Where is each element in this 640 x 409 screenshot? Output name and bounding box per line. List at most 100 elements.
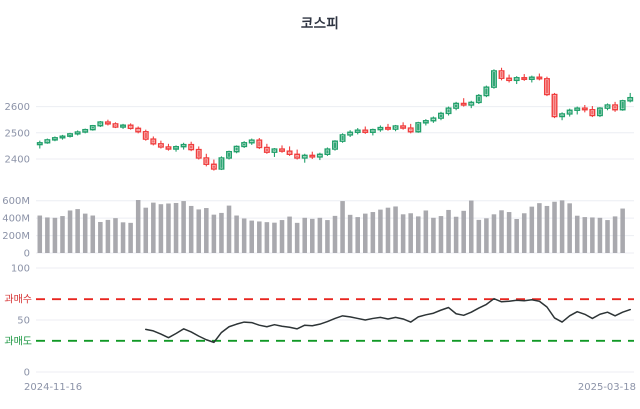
candle-body-fill (576, 109, 579, 110)
volume-bar (37, 215, 43, 253)
candle-body (36, 142, 43, 146)
volume-bar (181, 201, 186, 253)
candle-body (400, 125, 407, 129)
volume-bar (340, 201, 345, 253)
volume-bar (453, 216, 459, 253)
candlestick (619, 99, 626, 111)
candle-body-fill (326, 150, 329, 154)
candle-body-fill (394, 127, 397, 129)
volume-bar (151, 202, 156, 253)
volume-bar (241, 218, 247, 253)
candle-body-fill (485, 88, 488, 95)
volume-bar (75, 209, 80, 253)
candle-body-fill (53, 138, 57, 140)
candlestick (589, 106, 596, 118)
candlestick (347, 130, 354, 137)
candle-body-fill (106, 123, 110, 124)
candlestick (51, 136, 58, 142)
candle-body-fill (553, 95, 556, 116)
candlestick (574, 106, 581, 115)
candle-body-fill (220, 159, 223, 168)
candle-body-fill (500, 72, 503, 78)
candlestick (120, 123, 127, 129)
volume-bar (294, 222, 300, 253)
candlestick (195, 146, 202, 160)
volume-bar (211, 214, 217, 253)
rsi-tick-label: 0 (24, 368, 30, 379)
candlestick (362, 126, 369, 134)
volume-bar (302, 217, 307, 253)
candle-body (279, 148, 285, 152)
candle-body-fill (386, 128, 390, 130)
volume-bar (408, 213, 413, 253)
volume-bar (188, 205, 194, 253)
candle-body-fill (242, 143, 246, 146)
candle-body-fill (174, 147, 178, 149)
candle-body-fill (470, 103, 473, 104)
volume-bar (113, 218, 118, 253)
volume-bar (363, 213, 368, 253)
volume-bar (590, 217, 595, 253)
candlestick (559, 112, 566, 121)
candlestick (316, 152, 323, 161)
candlestick (581, 105, 588, 113)
candle-body-fill (182, 145, 185, 147)
candlestick (294, 149, 301, 160)
volume-bar (272, 222, 277, 253)
candle-body-fill (250, 141, 253, 142)
volume-bar (310, 218, 315, 253)
candle-body-fill (613, 106, 617, 109)
candle-body-fill (477, 96, 480, 102)
candle-body-fill (190, 145, 193, 149)
candlestick (309, 151, 316, 160)
candlestick (430, 116, 437, 123)
candle-body-fill (409, 129, 412, 131)
candle-body-fill (152, 140, 155, 143)
volume-bar (438, 216, 444, 253)
candle-body (180, 143, 187, 148)
candlestick (59, 134, 66, 140)
volume-bar (234, 215, 239, 253)
volume-bar (325, 220, 330, 253)
candle-body-fill (371, 130, 375, 132)
candle-body-fill (46, 140, 49, 142)
candle-body-fill (447, 109, 450, 113)
candle-body-fill (364, 131, 367, 132)
candlestick (369, 128, 376, 136)
volume-bar (612, 216, 618, 253)
candle-body-fill (144, 132, 147, 138)
volume-bar (128, 222, 133, 253)
price-tick-label: 2500 (5, 128, 30, 139)
candle-body-fill (167, 148, 170, 149)
candle-body-fill (348, 133, 352, 134)
candle-body-fill (401, 127, 405, 128)
candle-body-fill (333, 142, 337, 148)
rsi-line (145, 297, 631, 344)
volume-bar (582, 217, 588, 253)
candle-body-fill (265, 148, 269, 152)
candle-body (104, 121, 111, 125)
candlestick (74, 130, 81, 136)
volume-bar (264, 222, 270, 253)
candlestick (612, 101, 619, 112)
candle-body-fill (454, 104, 458, 108)
volume-tick-label: 600M (2, 196, 30, 207)
candlestick (438, 111, 444, 121)
volume-bar (98, 221, 103, 253)
candle-body-fill (523, 78, 526, 80)
candlestick (233, 145, 240, 154)
candlestick (543, 76, 550, 97)
volume-tick-label: 400M (2, 214, 30, 225)
volume-bar (219, 212, 224, 253)
candle-body (422, 120, 429, 124)
candle-body-fill (84, 130, 87, 132)
candlestick (256, 138, 263, 150)
rsi-tick-label: 100 (11, 264, 30, 275)
volume-bar (605, 220, 610, 253)
volume-bar (249, 220, 255, 253)
candlestick (241, 141, 248, 149)
candlestick (400, 122, 407, 130)
candle-body-fill (530, 78, 533, 79)
volume-bar (355, 217, 360, 253)
